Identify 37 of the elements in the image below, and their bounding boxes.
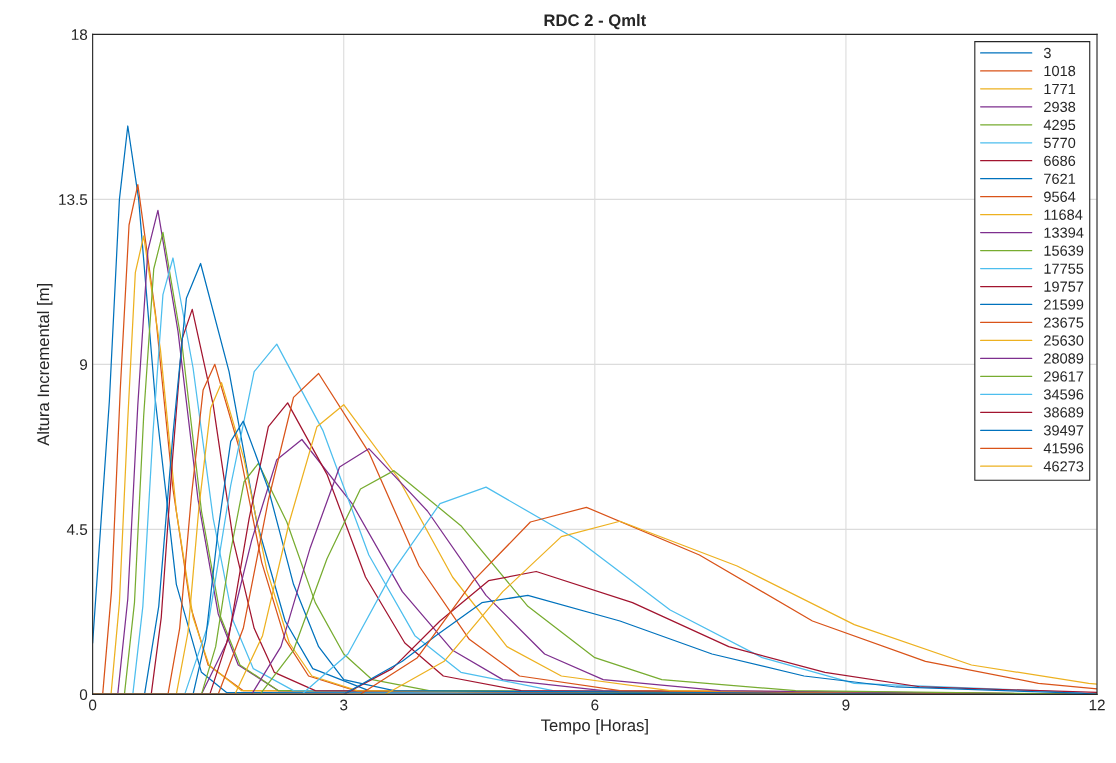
x-tick-label: 12 bbox=[1089, 699, 1105, 711]
x-tick-label: 0 bbox=[88, 699, 97, 711]
legend-label: 34596 bbox=[1043, 389, 1084, 400]
legend-label: 19757 bbox=[1044, 281, 1084, 292]
y-tick-label: 0 bbox=[79, 689, 88, 701]
legend-label: 2938 bbox=[1044, 101, 1076, 113]
legend-label: 21599 bbox=[1044, 299, 1084, 310]
legend-label: 17755 bbox=[1044, 263, 1084, 274]
legend-label: 1771 bbox=[1044, 83, 1076, 94]
legend-label: 9564 bbox=[1044, 191, 1076, 202]
y-tick-label: 9 bbox=[79, 359, 88, 371]
legend-label: 15639 bbox=[1044, 245, 1084, 256]
legend-label: 25630 bbox=[1044, 335, 1084, 346]
x-tick-label: 3 bbox=[340, 699, 348, 711]
legend-label: 29617 bbox=[1044, 371, 1084, 382]
y-tick-label: 18 bbox=[71, 29, 88, 41]
x-axis-title: Tempo [Horas] bbox=[541, 718, 648, 735]
legend-label: 11684 bbox=[1044, 209, 1083, 220]
y-axis-title: Altura Incremental [m] bbox=[36, 284, 53, 446]
legend-label: 46273 bbox=[1043, 461, 1084, 472]
legend-label: 38689 bbox=[1043, 407, 1084, 418]
legend-label: 6686 bbox=[1044, 155, 1076, 166]
legend-label: 39497 bbox=[1043, 425, 1084, 436]
legend-label: 7621 bbox=[1044, 173, 1076, 184]
x-tick-label: 9 bbox=[842, 699, 850, 711]
x-tick-label: 6 bbox=[591, 699, 599, 711]
legend-label: 5770 bbox=[1043, 137, 1076, 149]
legend-label: 41596 bbox=[1043, 443, 1084, 454]
legend-label: 3 bbox=[1043, 47, 1051, 59]
y-tick-label: 4.5 bbox=[66, 524, 88, 536]
chart-title: RDC 2 - Qmlt bbox=[544, 13, 647, 30]
legend-label: 13394 bbox=[1044, 227, 1084, 238]
legend-label: 23675 bbox=[1044, 317, 1084, 328]
legend-label: 1018 bbox=[1044, 65, 1076, 77]
legend-label: 28089 bbox=[1044, 353, 1084, 364]
y-tick-label: 13.5 bbox=[59, 194, 88, 206]
legend-label: 4295 bbox=[1043, 119, 1076, 131]
